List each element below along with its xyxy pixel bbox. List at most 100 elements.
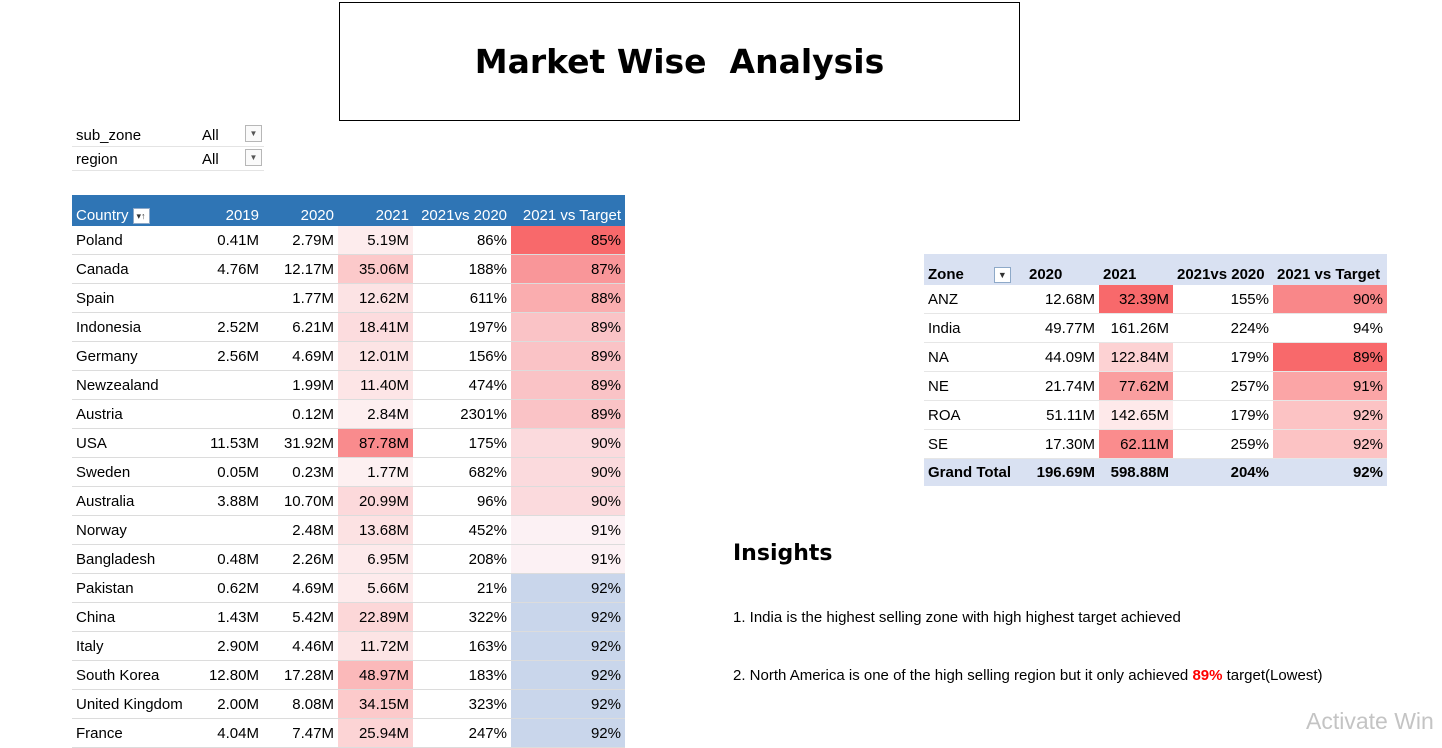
cell-y2019: 2.00M bbox=[197, 689, 263, 719]
cell-vs2020: 2301% bbox=[413, 399, 511, 429]
country-pivot-table: Country ▾↑ 2019 2020 2021 2021vs 2020 202… bbox=[72, 195, 625, 748]
grand-total-2021: 598.88M bbox=[1099, 458, 1173, 486]
cell-vsTarget: 88% bbox=[511, 283, 625, 313]
cell-y2020: 7.47M bbox=[263, 718, 338, 748]
insight-2-text: 2. North America is one of the high sell… bbox=[733, 667, 1193, 684]
sort-filter-icon: ▾↑ bbox=[136, 210, 146, 221]
table-row: Indonesia 2.52M 6.21M 18.41M 197% 89% bbox=[72, 312, 625, 342]
cell-y2020: 2.48M bbox=[263, 515, 338, 545]
cell-vsTarget: 85% bbox=[511, 226, 625, 255]
cell-y2020: 31.92M bbox=[263, 428, 338, 458]
insights-heading: Insights bbox=[733, 541, 833, 566]
cell-country: Sweden bbox=[72, 457, 197, 487]
cell-y2020: 10.70M bbox=[263, 486, 338, 516]
cell-vsTarget: 89% bbox=[511, 341, 625, 371]
cell-y2021: 48.97M bbox=[338, 660, 413, 690]
cell-zone: SE bbox=[924, 429, 1025, 459]
cell-y2021: 11.40M bbox=[338, 370, 413, 400]
cell-vsTarget: 94% bbox=[1273, 313, 1387, 343]
cell-vs2020: 322% bbox=[413, 602, 511, 632]
table-row: NE 21.74M 77.62M 257% 91% bbox=[924, 371, 1387, 401]
cell-y2019: 11.53M bbox=[197, 428, 263, 458]
cell-y2019: 2.90M bbox=[197, 631, 263, 661]
col-header-2021-vs-target: 2021 vs Target bbox=[511, 195, 625, 226]
cell-vs2020: 183% bbox=[413, 660, 511, 690]
filter-region-dropdown[interactable]: ▼ bbox=[245, 149, 262, 166]
cell-vsTarget: 92% bbox=[1273, 400, 1387, 430]
cell-country: Bangladesh bbox=[72, 544, 197, 574]
chevron-down-icon: ▼ bbox=[997, 270, 1007, 280]
table-row: ANZ 12.68M 32.39M 155% 90% bbox=[924, 285, 1387, 314]
cell-y2021: 11.72M bbox=[338, 631, 413, 661]
cell-country: Indonesia bbox=[72, 312, 197, 342]
cell-zone: NA bbox=[924, 342, 1025, 372]
table-row: India 49.77M 161.26M 224% 94% bbox=[924, 313, 1387, 343]
table-row: NA 44.09M 122.84M 179% 89% bbox=[924, 342, 1387, 372]
cell-country: Newzealand bbox=[72, 370, 197, 400]
cell-y2020: 51.11M bbox=[1025, 400, 1099, 430]
cell-zone: ROA bbox=[924, 400, 1025, 430]
insight-2-suffix: target(Lowest) bbox=[1222, 667, 1323, 684]
col-header-2020: 2020 bbox=[1025, 254, 1099, 285]
cell-y2021: 25.94M bbox=[338, 718, 413, 748]
cell-vs2020: 208% bbox=[413, 544, 511, 574]
cell-y2019: 3.88M bbox=[197, 486, 263, 516]
cell-vs2020: 452% bbox=[413, 515, 511, 545]
insight-2: 2. North America is one of the high sell… bbox=[733, 667, 1323, 684]
cell-y2019: 0.41M bbox=[197, 226, 263, 255]
insight-1: 1. India is the highest selling zone wit… bbox=[733, 609, 1181, 626]
cell-vs2020: 179% bbox=[1173, 400, 1273, 430]
cell-vs2020: 155% bbox=[1173, 285, 1273, 314]
cell-y2020: 6.21M bbox=[263, 312, 338, 342]
cell-y2020: 21.74M bbox=[1025, 371, 1099, 401]
cell-y2021: 6.95M bbox=[338, 544, 413, 574]
cell-country: USA bbox=[72, 428, 197, 458]
zone-filter-button[interactable]: ▼ bbox=[993, 267, 1011, 283]
cell-vs2020: 474% bbox=[413, 370, 511, 400]
cell-vsTarget: 90% bbox=[511, 457, 625, 487]
activate-windows-watermark: Activate Win bbox=[1306, 708, 1434, 734]
cell-vs2020: 86% bbox=[413, 226, 511, 255]
cell-y2021: 2.84M bbox=[338, 399, 413, 429]
cell-vs2020: 247% bbox=[413, 718, 511, 748]
filter-sub-zone-value: All bbox=[202, 127, 219, 144]
table-row: USA 11.53M 31.92M 87.78M 175% 90% bbox=[72, 428, 625, 458]
cell-y2020: 17.30M bbox=[1025, 429, 1099, 459]
cell-y2020: 0.23M bbox=[263, 457, 338, 487]
cell-y2020: 1.77M bbox=[263, 283, 338, 313]
cell-y2020: 12.17M bbox=[263, 254, 338, 284]
cell-y2019: 2.56M bbox=[197, 341, 263, 371]
filter-sub-zone-dropdown[interactable]: ▼ bbox=[245, 125, 262, 142]
cell-y2020: 2.26M bbox=[263, 544, 338, 574]
cell-vsTarget: 90% bbox=[511, 486, 625, 516]
cell-vs2020: 197% bbox=[413, 312, 511, 342]
cell-y2019 bbox=[197, 515, 263, 545]
cell-y2020: 17.28M bbox=[263, 660, 338, 690]
cell-vs2020: 259% bbox=[1173, 429, 1273, 459]
cell-vs2020: 682% bbox=[413, 457, 511, 487]
table-row: Norway 2.48M 13.68M 452% 91% bbox=[72, 515, 625, 545]
cell-country: France bbox=[72, 718, 197, 748]
grand-total-vs-target: 92% bbox=[1273, 458, 1387, 486]
table-row: Poland 0.41M 2.79M 5.19M 86% 85% bbox=[72, 226, 625, 255]
cell-vs2020: 175% bbox=[413, 428, 511, 458]
cell-y2020: 4.69M bbox=[263, 573, 338, 603]
cell-vs2020: 156% bbox=[413, 341, 511, 371]
cell-country: Norway bbox=[72, 515, 197, 545]
cell-y2021: 22.89M bbox=[338, 602, 413, 632]
table-row: France 4.04M 7.47M 25.94M 247% 92% bbox=[72, 718, 625, 748]
cell-y2020: 2.79M bbox=[263, 226, 338, 255]
cell-y2021: 12.01M bbox=[338, 341, 413, 371]
cell-y2021: 5.19M bbox=[338, 226, 413, 255]
cell-vsTarget: 89% bbox=[511, 399, 625, 429]
cell-y2021: 161.26M bbox=[1099, 313, 1173, 343]
cell-country: China bbox=[72, 602, 197, 632]
cell-y2019 bbox=[197, 399, 263, 429]
cell-y2019 bbox=[197, 283, 263, 313]
filter-sub-zone-label: sub_zone bbox=[76, 127, 142, 144]
table-row: Newzealand 1.99M 11.40M 474% 89% bbox=[72, 370, 625, 400]
filter-sub-zone: sub_zone All ▼ bbox=[72, 123, 264, 147]
cell-vsTarget: 89% bbox=[511, 312, 625, 342]
cell-country: Germany bbox=[72, 341, 197, 371]
sort-filter-button[interactable]: ▾↑ bbox=[132, 208, 150, 224]
